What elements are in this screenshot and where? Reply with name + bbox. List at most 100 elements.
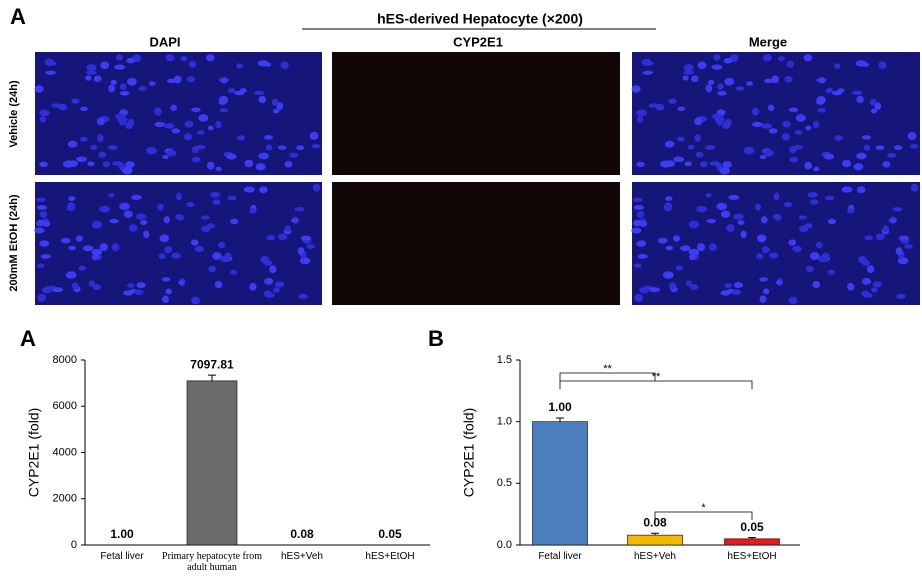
nucleus <box>688 220 700 229</box>
nucleus <box>51 103 62 108</box>
y-tick-label: 4000 <box>53 446 77 458</box>
nucleus <box>119 83 127 90</box>
nucleus <box>636 240 647 247</box>
nucleus <box>817 108 826 113</box>
nucleus <box>648 103 659 108</box>
nucleus <box>180 56 188 62</box>
nucleus <box>191 107 201 112</box>
nucleus <box>36 263 45 268</box>
value-label: 0.08 <box>643 515 667 529</box>
nucleus <box>812 120 820 129</box>
nucleus <box>789 156 799 163</box>
value-label: 0.05 <box>378 527 402 541</box>
nucleus <box>760 216 768 224</box>
nucleus <box>162 295 170 303</box>
nucleus <box>691 75 699 83</box>
nucleus <box>636 109 648 117</box>
x-tick-label: Primary hepatocyte from adult human <box>162 551 262 573</box>
micrograph <box>332 52 620 175</box>
nucleus <box>34 227 45 234</box>
nucleus <box>735 86 745 91</box>
nucleus <box>632 197 643 202</box>
nucleus <box>743 146 755 155</box>
nucleus <box>272 108 280 114</box>
nucleus <box>191 296 201 305</box>
nucleus <box>191 156 201 163</box>
nucleus <box>897 257 909 265</box>
nucleus <box>277 233 288 241</box>
nucleus <box>71 98 80 104</box>
nucleus <box>290 218 300 223</box>
row-label: 200mM EtOH (24h) <box>8 194 20 292</box>
nucleus <box>892 207 903 212</box>
nucleus <box>277 145 287 150</box>
nucleus <box>91 248 102 256</box>
nucleus <box>871 287 878 293</box>
nucleus <box>227 195 237 201</box>
nucleus <box>258 95 267 104</box>
y-axis-title: CYP2E1 (fold) <box>26 408 42 497</box>
nucleus <box>833 63 841 69</box>
nucleus <box>170 104 177 111</box>
nucleus <box>665 245 674 251</box>
nucleus <box>771 75 780 84</box>
y-tick-label: 8000 <box>53 354 77 366</box>
nucleus <box>136 282 146 289</box>
nucleus <box>856 95 864 104</box>
nucleus <box>236 135 246 141</box>
nucleus <box>637 254 648 259</box>
nucleus <box>299 257 311 265</box>
value-label: 0.05 <box>740 520 764 534</box>
nucleus <box>694 117 703 126</box>
value-label: 1.00 <box>110 527 134 541</box>
nucleus <box>809 252 820 260</box>
nucleus <box>863 144 871 151</box>
nucleus <box>184 120 194 128</box>
nucleus <box>107 145 118 150</box>
y-tick-label: 1.5 <box>497 354 512 366</box>
nucleus <box>810 199 819 205</box>
nucleus <box>706 218 717 224</box>
nucleus <box>85 75 92 81</box>
x-tick-label: hES+Veh <box>634 551 676 562</box>
nucleus <box>176 192 183 201</box>
nucleus <box>775 280 783 285</box>
nucleus <box>100 61 110 70</box>
nucleus <box>254 90 265 96</box>
nucleus <box>641 58 652 67</box>
nucleus <box>39 109 50 117</box>
nucleus <box>130 194 142 200</box>
nucleus <box>300 235 312 241</box>
nucleus <box>768 128 778 134</box>
nucleus <box>164 246 173 254</box>
nucleus <box>298 293 308 299</box>
error-bar <box>208 374 216 381</box>
nucleus <box>80 106 89 112</box>
significance-bracket <box>559 372 656 381</box>
nucleus <box>76 156 88 163</box>
nucleus <box>700 161 708 168</box>
nucleus <box>264 278 274 285</box>
nucleus <box>297 247 305 256</box>
column-label: CYP2E1 <box>453 34 503 49</box>
nucleus <box>894 145 903 151</box>
nucleus <box>102 161 111 168</box>
significance-label: ** <box>603 363 612 375</box>
nucleus <box>171 252 181 259</box>
nucleus <box>697 61 707 70</box>
nucleus <box>265 144 273 151</box>
nucleus <box>212 199 221 205</box>
nucleus <box>68 245 77 251</box>
nucleus <box>161 277 171 282</box>
nucleus <box>705 84 713 93</box>
x-tick-label: hES+Veh <box>281 551 323 562</box>
nucleus <box>683 64 694 72</box>
nucleus <box>206 223 216 229</box>
nucleus <box>817 255 829 263</box>
panel-label: B <box>428 326 444 351</box>
nucleus <box>788 239 797 246</box>
nucleus <box>815 241 823 249</box>
nucleus <box>789 146 797 154</box>
nucleus <box>685 280 693 287</box>
